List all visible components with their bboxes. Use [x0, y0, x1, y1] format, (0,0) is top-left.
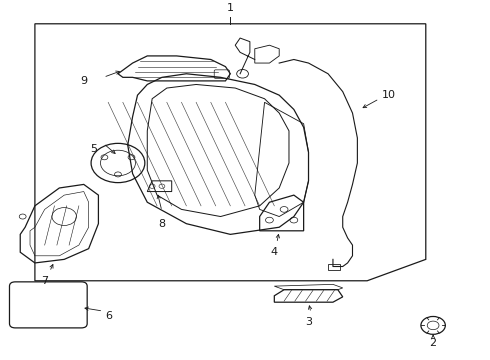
Text: 9: 9: [80, 76, 87, 86]
Text: 4: 4: [271, 247, 278, 257]
Text: 6: 6: [106, 311, 113, 321]
Text: 2: 2: [430, 338, 437, 348]
Text: 7: 7: [41, 276, 48, 286]
Text: 1: 1: [227, 3, 234, 13]
Text: 3: 3: [305, 317, 312, 327]
Text: 5: 5: [90, 144, 97, 154]
Text: 10: 10: [382, 90, 396, 100]
Text: 8: 8: [158, 219, 166, 229]
